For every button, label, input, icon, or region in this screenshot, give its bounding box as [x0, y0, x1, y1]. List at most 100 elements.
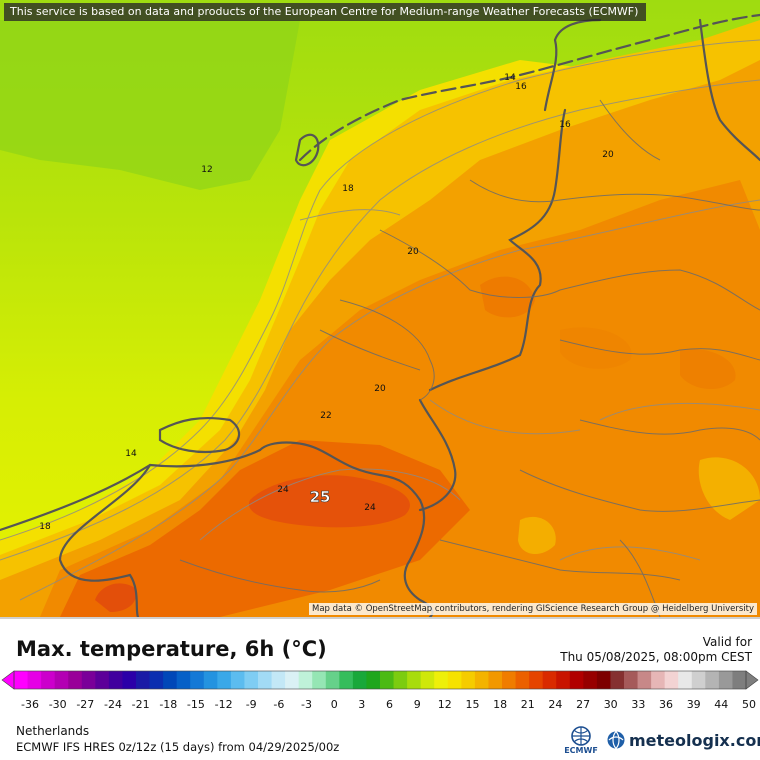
cool-sea-zone: [0, 20, 300, 190]
contour-label: 18: [39, 522, 51, 532]
legend-swatch: [705, 671, 720, 689]
legend-swatch: [68, 671, 83, 689]
temperature-map[interactable]: 12 14 16 16 18 20 20 22 24 24 25 14 18 2…: [0, 0, 760, 617]
legend-canvas: -36 -30 -27 -24 -21 -18 -15 -12 -9 -6 -3 0 3 6 9 12 15 18…: [1, 670, 759, 711]
ecmwf-logo-icon: [571, 726, 591, 746]
legend-swatch: [352, 671, 368, 689]
contour-label: 14: [125, 449, 137, 459]
legend-swatch: [664, 671, 679, 689]
map-canvas: 12 14 16 16 18 20 20 22 24 24 25 14 18 2…: [0, 0, 760, 617]
contour-label: 18: [342, 184, 354, 194]
legend-swatch: [203, 671, 218, 689]
divider: [0, 617, 760, 619]
ecmwf-notice: This service is based on data and produc…: [4, 3, 647, 21]
legend-tick-label: 0: [331, 698, 338, 711]
cool-blob-e: [698, 457, 760, 520]
legend-swatch: [258, 671, 273, 689]
map-title: Max. temperature, 6h (°C): [16, 637, 327, 661]
valid-time-block: Valid for Thu 05/08/2025, 08:00pm CEST: [560, 635, 752, 665]
hot-spot-sw: [95, 583, 137, 612]
legend-swatch: [366, 671, 381, 689]
legend-tick-label: -9: [246, 698, 257, 711]
legend-swatch: [678, 671, 693, 689]
legend-swatch: [230, 671, 246, 689]
legend-swatch: [515, 671, 530, 689]
legend-swatch: [27, 671, 42, 689]
legend-swatch: [624, 671, 639, 689]
legend-tick-label: -12: [215, 698, 233, 711]
legend-tick-label: -21: [132, 698, 150, 711]
legend-swatch: [420, 671, 435, 689]
legend-swatch: [474, 671, 490, 689]
legend-swatch: [95, 671, 110, 689]
max-temp-label: 25: [310, 488, 331, 506]
legend-tick-label: -24: [104, 698, 122, 711]
contour-label: 24: [364, 503, 376, 513]
contour-label: 20: [602, 150, 614, 160]
legend-tick-label: 3: [358, 698, 365, 711]
legend-swatch: [691, 671, 706, 689]
legend-swatch: [447, 671, 462, 689]
legend-swatch: [651, 671, 666, 689]
legend-tick-label: 15: [466, 698, 480, 711]
legend-swatch: [149, 671, 164, 689]
legend-swatch: [434, 671, 449, 689]
legend-swatch: [136, 671, 151, 689]
legend-swatch: [190, 671, 205, 689]
valid-time: Thu 05/08/2025, 08:00pm CEST: [560, 650, 752, 664]
legend-swatch: [407, 671, 422, 689]
legend-swatch: [502, 671, 517, 689]
legend-swatch: [596, 671, 612, 689]
legend-tick-label: 18: [493, 698, 507, 711]
legend-swatch: [488, 671, 503, 689]
legend-tick-label: 27: [576, 698, 590, 711]
contour-label: 16: [515, 82, 527, 92]
legend-tick-label: 50: [742, 698, 756, 711]
legend-swatch: [529, 671, 544, 689]
meteologix-globe-icon: [607, 731, 625, 749]
legend-arrow-right: [745, 670, 759, 690]
contour-label-group: 12 14 16 16 18 20 20 22 24 24 25 14 18 2…: [39, 73, 614, 532]
legend-tick-label: 36: [659, 698, 673, 711]
legend-swatch: [542, 671, 557, 689]
contour-label: 24: [277, 485, 289, 495]
contour-label: 16: [559, 120, 571, 130]
brand-text: meteologix.com: [629, 730, 760, 750]
legend-swatch: [271, 671, 286, 689]
legend-swatch: [81, 671, 96, 689]
legend-swatch: [14, 671, 29, 689]
contour-label: 20: [374, 384, 386, 394]
warm-blob-2: [680, 349, 736, 390]
legend-swatch: [718, 671, 734, 689]
legend-tick-label: 9: [414, 698, 421, 711]
legend-swatch: [122, 671, 137, 689]
legend-swatch: [176, 671, 191, 689]
legend-tick-label: 12: [438, 698, 452, 711]
model-info: ECMWF IFS HRES 0z/12z (15 days) from 04/…: [16, 740, 340, 754]
legend-tick-label: 24: [548, 698, 562, 711]
legend-tick-label: -18: [159, 698, 177, 711]
legend-swatch: [583, 671, 598, 689]
legend-swatch: [732, 671, 747, 689]
legend-swatch: [461, 671, 476, 689]
legend-swatch: [244, 671, 259, 689]
legend-swatch: [637, 671, 652, 689]
legend-tick-label: 33: [631, 698, 645, 711]
legend-swatch: [217, 671, 232, 689]
legend-swatch: [41, 671, 56, 689]
contour-label: 20: [407, 247, 419, 257]
contour-label: 14: [504, 73, 516, 83]
legend-tick-label: -15: [187, 698, 205, 711]
legend-swatch: [380, 671, 395, 689]
legend-tick-label: 39: [687, 698, 701, 711]
legend-tick-label: -27: [76, 698, 94, 711]
contour-label: 22: [320, 411, 331, 421]
legend-tick-label: -36: [21, 698, 39, 711]
meteologix-logo[interactable]: meteologix.com: [606, 729, 760, 751]
legend-swatch: [556, 671, 571, 689]
region-borders: [179, 99, 760, 617]
legend-swatch: [393, 671, 408, 689]
hot-core: [248, 475, 410, 528]
legend-tick-label: 21: [521, 698, 535, 711]
